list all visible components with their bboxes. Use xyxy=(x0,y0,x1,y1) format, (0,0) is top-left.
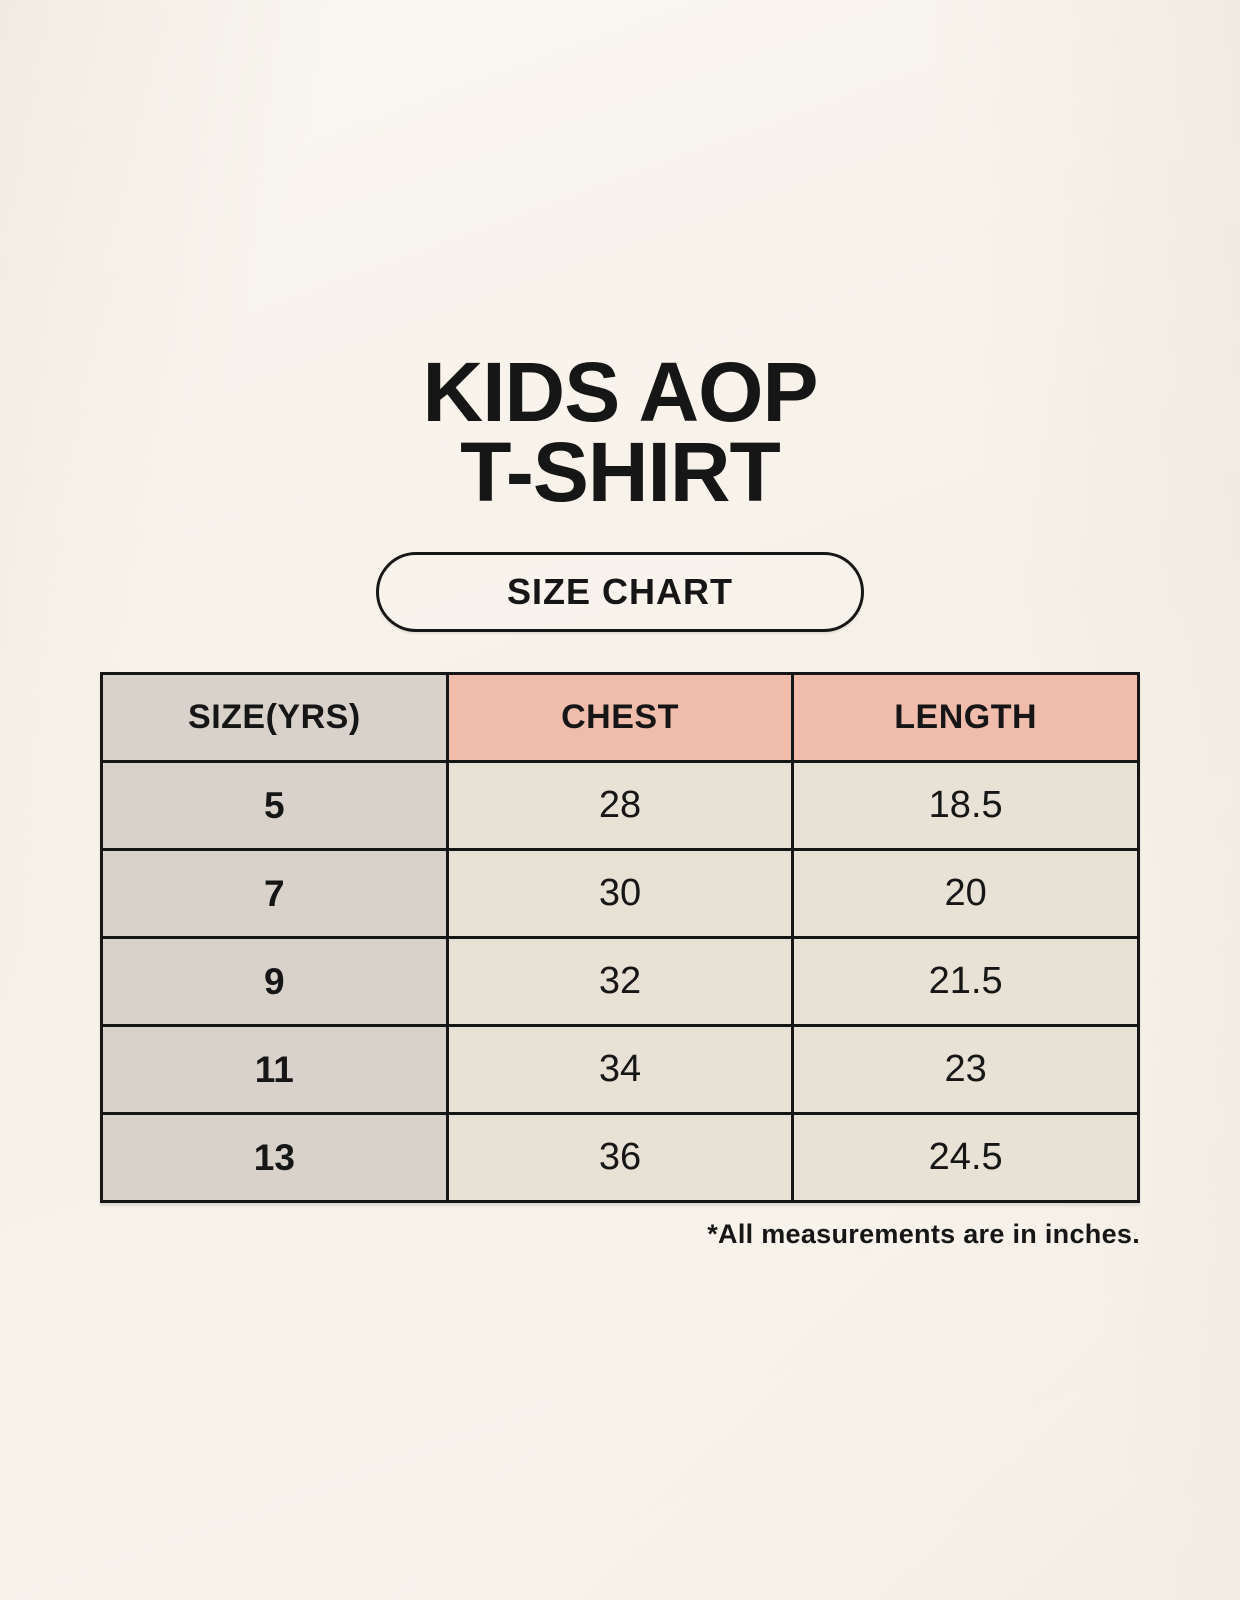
table-row-size-11: 11 34 23 xyxy=(100,1024,1140,1115)
length-cell: 20 xyxy=(791,848,1140,939)
product-title-line-2: T-SHIRT xyxy=(460,425,781,519)
size-cell: 5 xyxy=(100,760,449,851)
size-cell: 11 xyxy=(100,1024,449,1115)
length-cell: 24.5 xyxy=(791,1112,1140,1203)
table-row-size-7: 7 30 20 xyxy=(100,848,1140,939)
chest-cell: 32 xyxy=(445,936,795,1027)
size-chart-badge-label: SIZE CHART xyxy=(507,571,733,612)
product-title-line-1: KIDS AOP xyxy=(422,345,819,439)
size-cell: 13 xyxy=(100,1112,449,1203)
chest-cell: 36 xyxy=(445,1112,795,1203)
size-cell: 7 xyxy=(100,848,449,939)
size-cell: 9 xyxy=(100,936,449,1027)
size-table: SIZE(YRS) CHEST LENGTH 5 28 18.5 7 30 20… xyxy=(100,672,1140,1203)
table-row-size-5: 5 28 18.5 xyxy=(100,760,1140,851)
chest-cell: 34 xyxy=(445,1024,795,1115)
header-row: SIZE(YRS) CHEST LENGTH xyxy=(100,672,1140,763)
header-cell-length: LENGTH xyxy=(791,672,1140,763)
header-cell-size: SIZE(YRS) xyxy=(100,672,449,763)
length-cell: 23 xyxy=(791,1024,1140,1115)
chest-cell: 28 xyxy=(445,760,795,851)
product-title: KIDS AOP T-SHIRT xyxy=(0,345,1240,519)
size-chart-badge: SIZE CHART xyxy=(376,552,864,632)
size-table-body: 5 28 18.5 7 30 20 9 32 21.5 11 34 23 13 xyxy=(100,760,1140,1203)
measurements-footnote: *All measurements are in inches. xyxy=(707,1219,1140,1249)
chest-cell: 30 xyxy=(445,848,795,939)
size-table-header: SIZE(YRS) CHEST LENGTH xyxy=(100,672,1140,763)
header-cell-chest: CHEST xyxy=(445,672,795,763)
length-cell: 18.5 xyxy=(791,760,1140,851)
length-cell: 21.5 xyxy=(791,936,1140,1027)
table-row-size-13: 13 36 24.5 xyxy=(100,1112,1140,1203)
table-row-size-9: 9 32 21.5 xyxy=(100,936,1140,1027)
